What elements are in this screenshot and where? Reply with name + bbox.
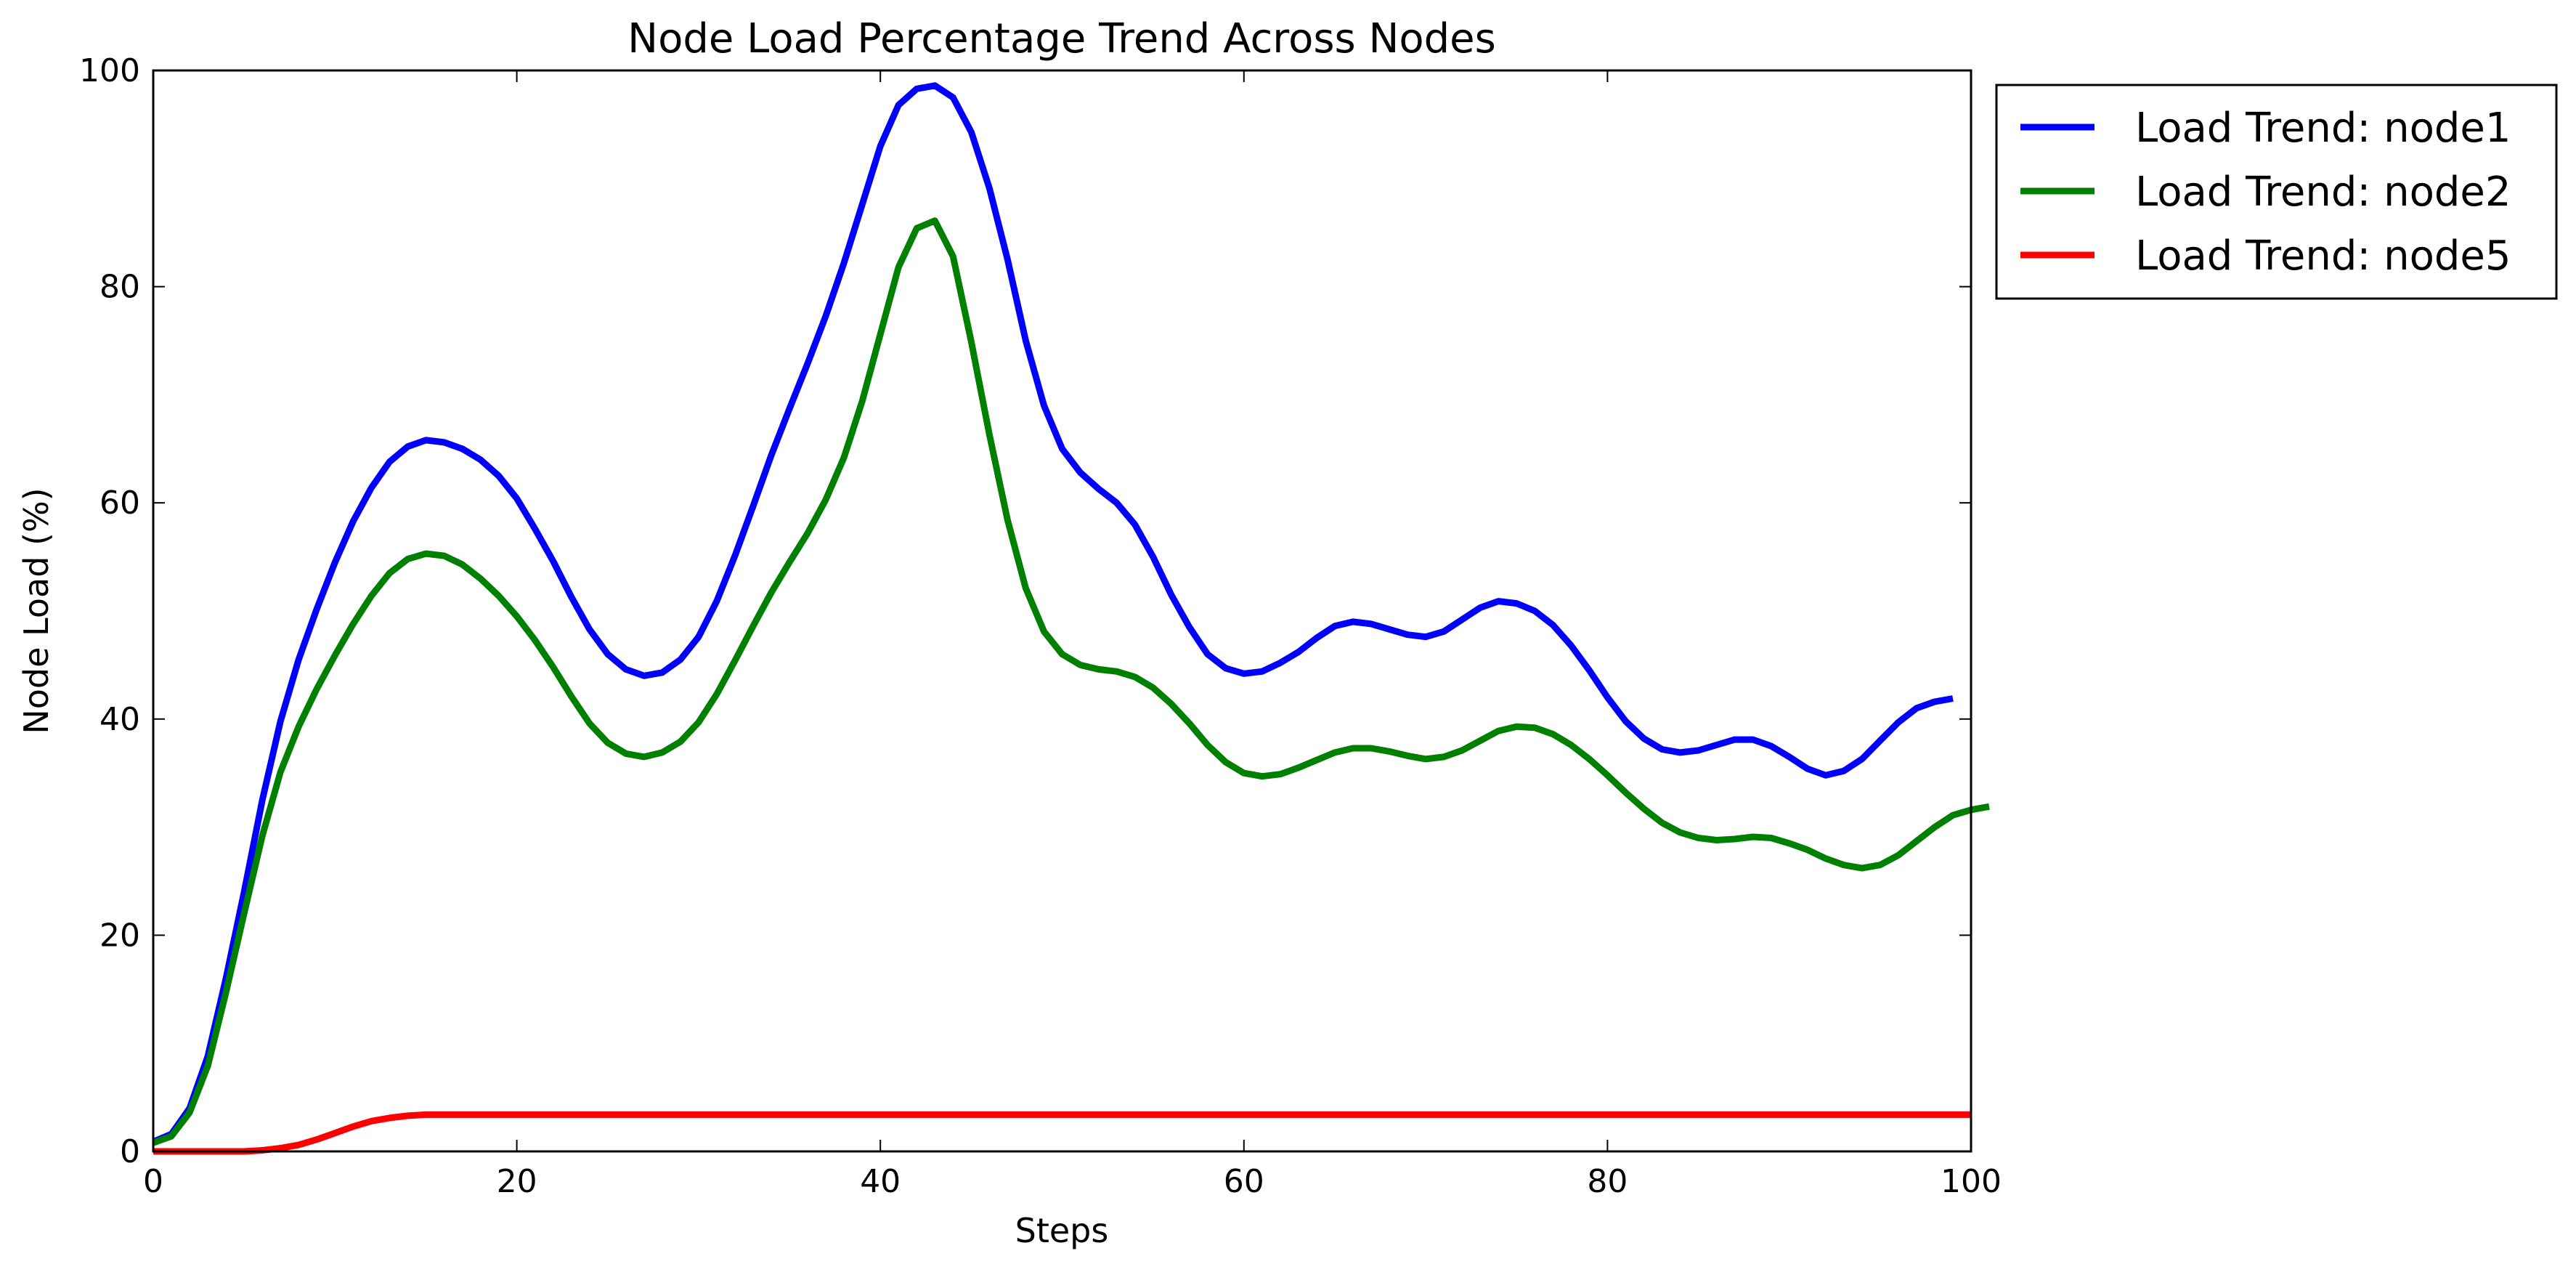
y-tick-label: 20 — [99, 917, 140, 954]
y-axis-label: Node Load (%) — [17, 487, 56, 734]
series-line-node1 — [152, 82, 1954, 1145]
y-tick-label: 100 — [79, 52, 140, 89]
legend-label-node1: Load Trend: node1 — [2135, 105, 2511, 152]
legend-label-node2: Load Trend: node2 — [2135, 169, 2511, 216]
legend-label-node5: Load Trend: node5 — [2135, 232, 2511, 280]
x-tick-label: 40 — [860, 1163, 901, 1200]
series-line-node5 — [153, 1111, 1971, 1155]
chart-title: Node Load Percentage Trend Across Nodes — [627, 15, 1496, 62]
series-line-node2 — [152, 217, 1990, 1146]
x-tick-label: 20 — [497, 1163, 537, 1200]
x-tick-label: 80 — [1587, 1163, 1628, 1200]
y-tick-label: 80 — [99, 269, 140, 306]
plot-frame — [152, 69, 1972, 1153]
y-tick-label: 60 — [99, 485, 140, 522]
x-tick-label: 0 — [143, 1163, 163, 1200]
y-tick-label: 0 — [120, 1133, 140, 1170]
x-tick-label: 100 — [1941, 1163, 2002, 1200]
x-axis-label: Steps — [1015, 1211, 1109, 1250]
x-tick-label: 60 — [1224, 1163, 1264, 1200]
series-lines — [152, 82, 1990, 1155]
y-tick-label: 40 — [99, 701, 140, 738]
legend: Load Trend: node1 Load Trend: node2 Load T… — [1995, 84, 2558, 300]
axis-ticks: 0 20 40 60 80 100 0 20 40 60 80 100 — [79, 52, 2002, 1200]
